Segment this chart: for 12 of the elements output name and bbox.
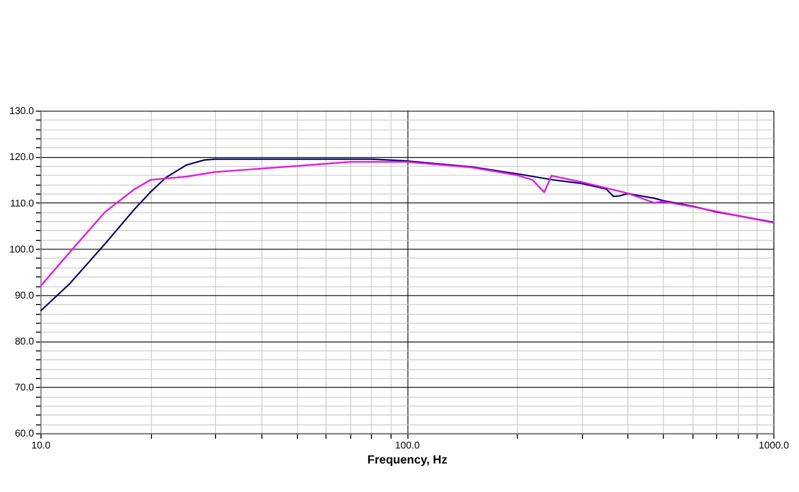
y-tick-label: 120.0 xyxy=(9,152,35,164)
x-tick-label: 10.0 xyxy=(31,440,52,452)
y-tick-label: 130.0 xyxy=(9,106,35,118)
y-tick-label: 90.0 xyxy=(14,290,35,302)
y-tick-label: 70.0 xyxy=(14,382,35,394)
y-tick-label: 100.0 xyxy=(9,244,35,256)
y-tick-label: 80.0 xyxy=(14,336,35,348)
x-tick-label: 1000.0 xyxy=(758,440,790,452)
x-tick-label: 100.0 xyxy=(395,440,420,452)
y-tick-label: 60.0 xyxy=(14,428,35,440)
x-axis-title: Frequency, Hz xyxy=(367,452,448,466)
y-tick-label: 110.0 xyxy=(10,198,35,210)
